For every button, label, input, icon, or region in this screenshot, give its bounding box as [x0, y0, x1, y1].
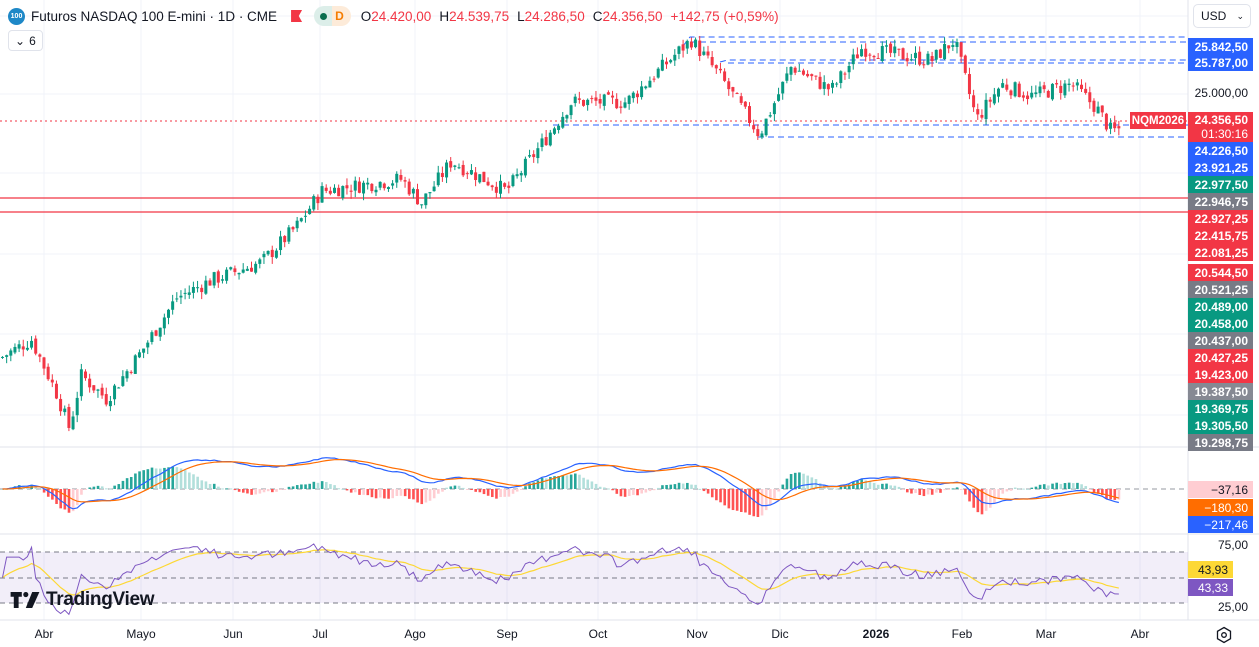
rsi-value-label: 43,33: [1188, 579, 1233, 596]
price-level-label: 19.369,75: [1188, 400, 1253, 417]
symbol-title[interactable]: Futuros NASDAQ 100 E-mini · 1D · CME: [31, 8, 278, 24]
macd-value-label: −180,30: [1188, 499, 1253, 516]
currency-select[interactable]: USD ⌄: [1193, 4, 1251, 28]
rsi-axis-label: 75,00: [1217, 538, 1248, 552]
price-level-label: 24.226,50: [1188, 142, 1253, 159]
chevron-down-icon: ⌄: [1236, 10, 1244, 21]
time-axis-label: Jun: [223, 627, 243, 641]
price-level-label: 22.977,50: [1188, 176, 1253, 193]
time-axis-label: Dic: [771, 627, 789, 641]
price-level-label: 22.415,75: [1188, 227, 1253, 244]
bar-countdown: 01:30:16: [1201, 127, 1248, 141]
settings-gear-icon[interactable]: [1215, 626, 1233, 644]
rsi-axis-label: 25,00: [1217, 600, 1248, 614]
low-value: 24.286,50: [524, 8, 585, 24]
price-level-label: 19.423,00: [1188, 366, 1253, 383]
market-open-dot-icon: [319, 12, 327, 20]
price-level-label: 19.298,75: [1188, 434, 1253, 451]
close-value: 24.356,50: [602, 8, 663, 24]
close-key: C: [592, 8, 603, 24]
price-level-label: 25.842,50: [1188, 38, 1253, 55]
time-axis-label: Abr: [34, 627, 54, 641]
time-axis-label: Oct: [588, 627, 608, 641]
price-axis-label: 25.000,00: [1194, 86, 1248, 100]
high-value: 24.539,75: [449, 8, 510, 24]
open-value: 24.420,00: [371, 8, 432, 24]
low-key: L: [517, 8, 525, 24]
time-axis-label: Ago: [404, 627, 426, 641]
last-price-value: 24.356,50: [1194, 113, 1248, 127]
tradingview-logo-text: TradingView: [46, 589, 155, 610]
tradingview-logo-icon: [10, 592, 40, 608]
time-axis-label: Feb: [951, 627, 973, 641]
high-key: H: [439, 8, 450, 24]
indicator-count: 6: [29, 33, 36, 48]
horizontal-levels: [0, 36, 1188, 213]
time-axis-label: Sep: [496, 627, 518, 641]
time-axis-label: Mar: [1035, 627, 1057, 641]
price-level-label: 22.946,75: [1188, 193, 1253, 210]
rsi-pane: [2, 543, 1119, 616]
flag-icon[interactable]: [291, 10, 303, 22]
currency-value: USD: [1201, 9, 1227, 23]
price-level-label: 20.458,00: [1188, 315, 1253, 332]
price-level-label: 19.305,50: [1188, 417, 1253, 434]
price-level-label: 22.927,25: [1188, 210, 1253, 227]
last-price-label: 24.356,50 01:30:16: [1188, 112, 1253, 142]
price-level-label: 20.437,00: [1188, 332, 1253, 349]
rsi-band: [0, 488, 1188, 604]
price-level-label: 20.544,50: [1188, 264, 1253, 281]
indicators-toggle-button[interactable]: ⌄ 6: [8, 30, 43, 51]
time-axis-label: 2026: [862, 627, 890, 641]
rsi-value-label: 43,93: [1188, 561, 1233, 578]
market-status-pill[interactable]: D: [314, 6, 351, 26]
chevron-down-icon: ⌄: [15, 33, 26, 48]
symbol-logo-icon: 100: [8, 7, 25, 25]
time-axis-label: Mayo: [126, 627, 156, 641]
price-level-label: 25.787,00: [1188, 54, 1253, 71]
grid-lines: [0, 0, 1259, 621]
macd-value-label: −37,16: [1188, 481, 1253, 498]
price-level-label: 23.921,25: [1188, 159, 1253, 176]
time-axis-label: Nov: [686, 627, 708, 641]
open-key: O: [360, 8, 372, 24]
price-level-label: 19.387,50: [1188, 383, 1253, 400]
price-level-label: 20.427,25: [1188, 349, 1253, 366]
price-level-label: 22.081,25: [1188, 244, 1253, 261]
symbol-legend: 100 Futuros NASDAQ 100 E-mini · 1D · CME…: [8, 6, 779, 26]
time-axis-label: Jul: [312, 627, 328, 641]
macd-value-label: −217,46: [1188, 516, 1253, 533]
macd-pane: [1, 457, 1121, 518]
ohlc-values: O24.420,00 H24.539,75 L24.286,50 C24.356…: [361, 9, 779, 24]
data-delayed-badge: D: [332, 6, 351, 26]
candlestick-series: [1, 35, 1121, 432]
change-value: +142,75 (+0,59%): [670, 8, 779, 24]
price-level-label: 20.489,00: [1188, 298, 1253, 315]
time-axis-label: Abr: [1130, 627, 1150, 641]
tradingview-logo[interactable]: TradingView: [10, 589, 155, 611]
symbol-price-tag: NQM2026: [1130, 112, 1186, 129]
price-level-label: 20.521,25: [1188, 281, 1253, 298]
